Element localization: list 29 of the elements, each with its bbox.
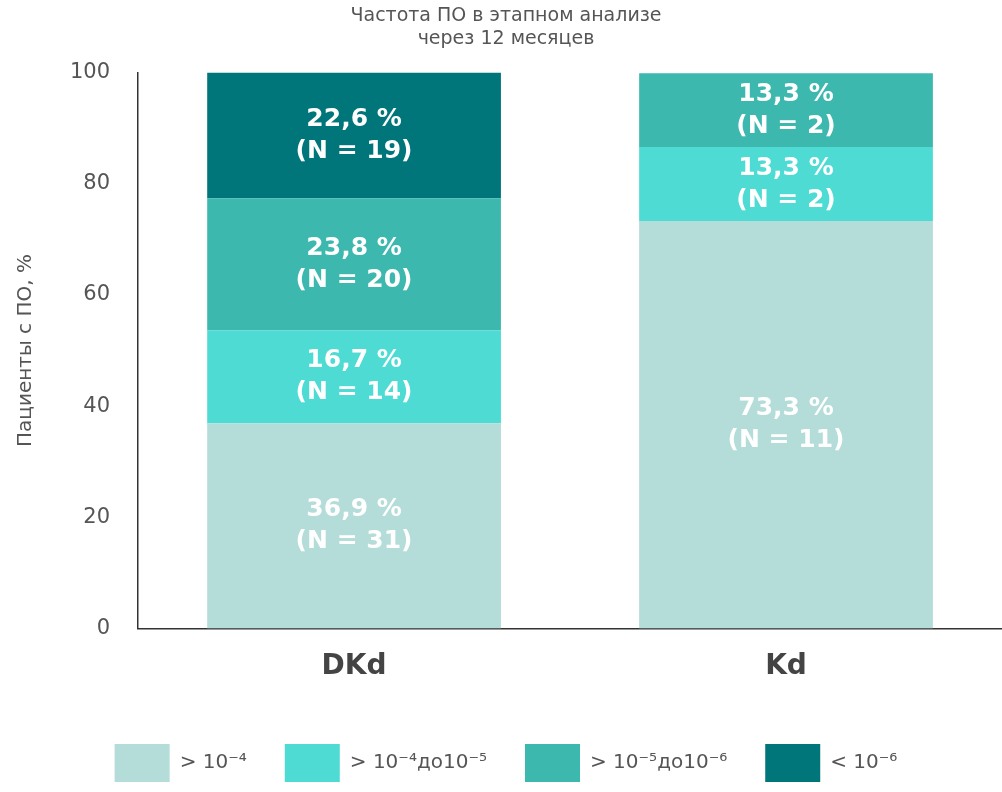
data-label: 73,3 % (N = 11) bbox=[727, 392, 845, 454]
text: через 12 месяцев bbox=[417, 26, 595, 49]
legend-label: > 10⁻⁴ bbox=[179, 749, 247, 774]
text: Частота ПО в этапном анализе bbox=[350, 3, 662, 26]
data-label: 13,3 % (N = 2) bbox=[736, 151, 836, 213]
data-label: 16,7 % (N = 14) bbox=[295, 344, 413, 406]
x-tick-label: Kd bbox=[765, 648, 807, 682]
bar bbox=[207, 72, 501, 199]
bar bbox=[207, 198, 501, 331]
bar bbox=[207, 423, 501, 629]
legend-label: < 10⁻⁶ bbox=[830, 749, 898, 774]
y-tick-label: 20 bbox=[83, 503, 111, 528]
legend-label: > 10⁻⁵до10⁻⁶ bbox=[590, 749, 728, 774]
y-tick-label: 40 bbox=[83, 392, 111, 417]
data-label: 36,9 % (N = 31) bbox=[295, 493, 413, 555]
data-label: 13,3 % (N = 2) bbox=[736, 77, 836, 139]
bar bbox=[639, 221, 933, 629]
y-tick-label: 60 bbox=[83, 281, 111, 306]
data-label: 22,6 % (N = 19) bbox=[295, 102, 413, 164]
legend-label: > 10⁻⁴до10⁻⁵ bbox=[349, 749, 488, 774]
y-axis-title: Пациенты с ПО, % bbox=[12, 254, 37, 447]
y-tick-label: 80 bbox=[83, 170, 111, 195]
data-label: 23,8 % (N = 20) bbox=[295, 231, 413, 293]
x-tick-label: DKd bbox=[321, 648, 387, 682]
bar bbox=[639, 73, 933, 148]
y-tick-label: 0 bbox=[96, 614, 111, 639]
bar bbox=[207, 330, 501, 424]
y-tick-label: 100 bbox=[69, 59, 111, 84]
bar bbox=[639, 147, 933, 221]
